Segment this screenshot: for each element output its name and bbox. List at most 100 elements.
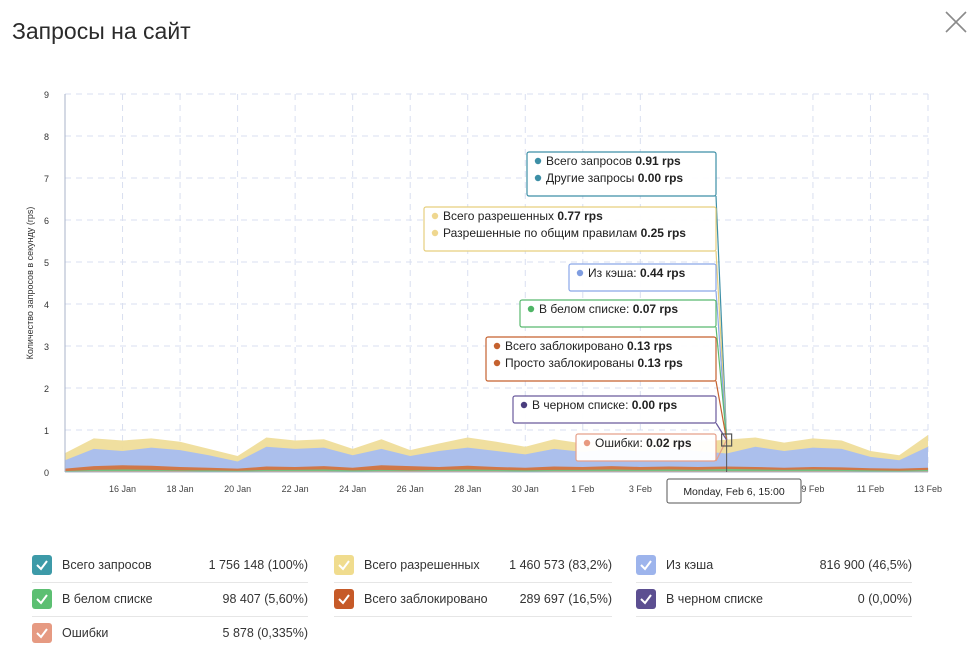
legend-value: 98 407 (5,60%) [222,592,308,606]
y-tick-label: 9 [44,90,49,100]
y-tick-label: 5 [44,258,49,268]
tooltip-dot [431,229,439,237]
legend-value: 0 (0,00%) [857,592,912,606]
legend-label: В черном списке [666,592,763,606]
tooltip-row-label: Другие запросы [546,171,638,185]
legend-item-whitelist[interactable]: В белом списке 98 407 (5,60%) [32,582,308,617]
x-tick-label: 11 Feb [857,484,884,494]
legend-value: 289 697 (16,5%) [519,592,612,606]
close-icon [945,11,967,33]
date-tooltip [666,478,802,504]
y-tick-label: 6 [44,216,49,226]
y-tick-label: 4 [44,300,49,310]
x-tick-label: 16 Jan [109,484,136,494]
tooltip-dot [534,174,542,182]
check-icon [640,560,652,571]
tooltip-row: Всего разрешенных 0.77 rps [443,209,603,223]
tooltip-dot [534,157,542,165]
x-tick-label: 9 Feb [801,484,824,494]
y-tick-label: 3 [44,342,49,352]
tooltip-row: В белом списке: 0.07 rps [539,302,678,316]
tooltip-row: Разрешенные по общим правилам 0.25 rps [443,226,686,240]
tooltip-box [512,395,717,424]
tooltip-dot [576,269,584,277]
legend-label: Из кэша [666,558,714,572]
legend-value: 1 756 148 (100%) [208,558,308,572]
tooltip-row-label: Ошибки: [595,436,646,450]
legend-label: Всего запросов [62,558,152,572]
legend-item-cache[interactable]: Из кэша 816 900 (46,5%) [636,548,912,583]
close-button[interactable] [940,6,972,38]
x-tick-label: 24 Jan [339,484,366,494]
legend-checkbox[interactable] [32,555,52,575]
tooltip-box [423,206,717,252]
tooltip-row-value: 0.25 rps [641,226,687,240]
legend-checkbox[interactable] [32,623,52,643]
tooltip-dot [520,401,528,409]
tooltip-box [519,299,717,328]
x-tick-label: 13 Feb [914,484,942,494]
legend-value: 5 878 (0,335%) [222,626,308,640]
tooltip-row-label: Разрешенные по общим правилам [443,226,641,240]
tooltip-connector [715,439,728,462]
page-title: Запросы на сайт [12,18,191,44]
tooltip-dot [493,359,501,367]
tooltip-row-value: 0.02 rps [646,436,692,450]
x-tick-label: 28 Jan [454,484,481,494]
tooltip-box [485,336,717,382]
tooltip-row-value: 0.00 rps [638,171,684,185]
tooltip-box [526,151,717,197]
tooltip-row-label: В белом списке: [539,302,633,316]
legend-checkbox[interactable] [334,589,354,609]
check-icon [36,628,48,639]
legend-item-blocked[interactable]: Всего заблокировано 289 697 (16,5%) [334,582,612,617]
tooltip-row-label: Просто заблокированы [505,356,637,370]
y-axis-label: Количество запросов в секунду (rps) [25,207,35,360]
check-icon [36,594,48,605]
legend-checkbox[interactable] [334,555,354,575]
tooltip-dot [527,305,535,313]
tooltip-row-value: 0.77 rps [557,209,603,223]
x-tick-label: 3 Feb [629,484,652,494]
tooltip-row-label: Всего заблокировано [505,339,627,353]
legend-label: В белом списке [62,592,153,606]
x-tick-label: 26 Jan [397,484,424,494]
x-tick-label: 18 Jan [167,484,194,494]
y-tick-label: 7 [44,174,49,184]
x-tick-label: 30 Jan [512,484,539,494]
legend-item-allowed[interactable]: Всего разрешенных 1 460 573 (83,2%) [334,548,612,583]
tooltip-row: Другие запросы 0.00 rps [546,171,683,185]
check-icon [338,560,350,571]
y-tick-label: 1 [44,426,49,436]
tooltip-connector [715,326,728,441]
legend-checkbox[interactable] [636,555,656,575]
legend-checkbox[interactable] [32,589,52,609]
tooltip-row-value: 0.07 rps [633,302,679,316]
legend-label: Ошибки [62,626,109,640]
tooltip-row-value: 0.00 rps [632,398,678,412]
legend-item-total[interactable]: Всего запросов 1 756 148 (100%) [32,548,308,583]
legend-checkbox[interactable] [636,589,656,609]
tooltip-row: Всего заблокировано 0.13 rps [505,339,673,353]
tooltip-box [568,263,717,292]
x-tick-label: 20 Jan [224,484,251,494]
tooltip-dot [431,212,439,220]
legend-value: 816 900 (46,5%) [819,558,912,572]
tooltip-row-value: 0.13 rps [637,356,683,370]
x-tick-label: 1 Feb [571,484,594,494]
legend-item-errors[interactable]: Ошибки 5 878 (0,335%) [32,616,308,650]
legend-label: Всего разрешенных [364,558,480,572]
legend-item-blacklist[interactable]: В черном списке 0 (0,00%) [636,582,912,617]
tooltip-row: Ошибки: 0.02 rps [595,436,692,450]
tooltip-row-value: 0.13 rps [627,339,673,353]
tooltip-dot [583,439,591,447]
tooltip-row: Всего запросов 0.91 rps [546,154,681,168]
tooltip-row-label: Всего запросов [546,154,635,168]
tooltip-row-label: Из кэша: [588,266,640,280]
legend-value: 1 460 573 (83,2%) [509,558,612,572]
tooltip-row: Просто заблокированы 0.13 rps [505,356,683,370]
tooltip-connector [715,380,728,441]
tooltip-row-label: Всего разрешенных [443,209,557,223]
tooltip-row-value: 0.91 rps [635,154,681,168]
y-tick-label: 0 [44,468,49,478]
